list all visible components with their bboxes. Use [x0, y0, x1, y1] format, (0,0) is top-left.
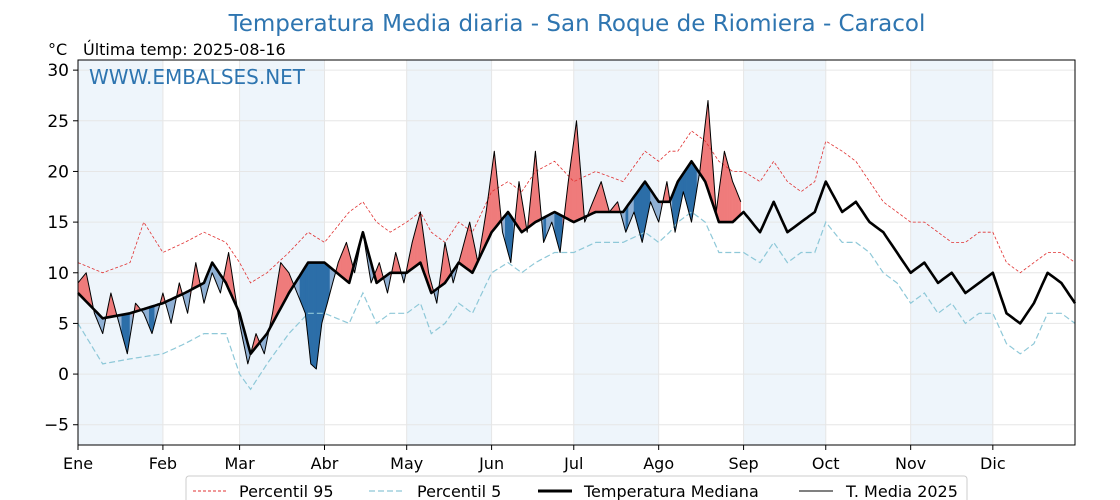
series-line-t2025 [77, 100, 742, 370]
y-tick-label: 15 [47, 213, 69, 233]
x-tick-label: Abr [311, 454, 339, 473]
x-tick-label: Jun [478, 454, 504, 473]
legend-label-p5: Percentil 5 [417, 482, 501, 500]
y-tick-label: 0 [58, 365, 69, 385]
y-axis: −5 0 5 10 15 20 25 30 [44, 61, 78, 436]
x-tick-label: May [390, 454, 423, 473]
month-band [78, 60, 163, 445]
month-band [239, 60, 325, 445]
series-line-median [77, 160, 1077, 356]
month-band [910, 60, 993, 445]
series-line-p95 [77, 130, 1076, 284]
anomaly-fill [83, 272, 87, 303]
anomaly-fill [724, 151, 728, 223]
series-lines [77, 100, 1077, 391]
watermark: WWW.EMBALSES.NET [89, 65, 306, 89]
plot-frame [77, 59, 1076, 446]
x-axis: Ene Feb Mar Abr May Jun Jul Ago Sep Oct Nov Dic [63, 445, 1006, 473]
x-tick-label: Oct [812, 454, 840, 473]
month-band [573, 60, 659, 445]
y-tick-label: 20 [47, 162, 69, 182]
chart-title: Temperatura Media diaria - San Roque de … [228, 11, 926, 37]
legend-label-median: Temperatura Mediana [583, 482, 759, 500]
legend-label-p95: Percentil 95 [239, 482, 334, 500]
x-tick-label: Jul [563, 454, 583, 473]
y-tick-label: 25 [47, 112, 69, 132]
legend: Percentil 95 Percentil 5 Temperatura Med… [185, 475, 968, 500]
legend-box [185, 475, 968, 500]
x-tick-label: Mar [225, 454, 256, 473]
unit-label: °C [48, 40, 67, 59]
x-tick-label: Nov [895, 454, 926, 473]
anomaly-fill [313, 262, 317, 370]
x-tick-label: Dic [980, 454, 1006, 473]
y-tick-label: 5 [58, 314, 69, 334]
anomaly-fill [310, 262, 314, 368]
y-tick-label: 30 [47, 61, 69, 81]
y-tick-label: 10 [47, 264, 69, 284]
x-tick-label: Sep [729, 454, 759, 473]
legend-label-t2025: T. Media 2025 [845, 482, 958, 500]
x-tick-label: Ene [63, 454, 93, 473]
y-tick-label: −5 [44, 416, 69, 436]
x-tick-label: Feb [149, 454, 177, 473]
last-temp-label: Última temp: 2025-08-16 [83, 40, 286, 59]
month-bands [78, 60, 993, 445]
month-band [743, 60, 826, 445]
x-tick-label: Ago [643, 454, 674, 473]
series-line-p5 [77, 211, 1076, 391]
